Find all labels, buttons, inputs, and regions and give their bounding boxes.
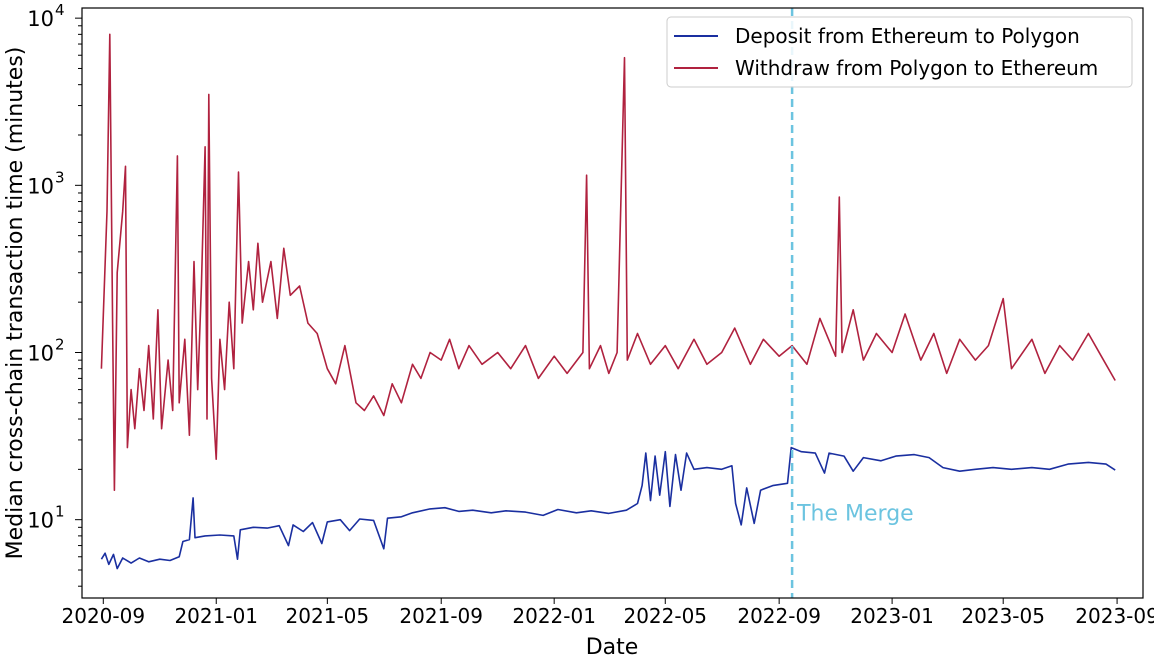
x-tick-label: 2022-01 <box>512 604 596 628</box>
plot-frame <box>81 7 1144 599</box>
y-tick-exponent: 3 <box>55 168 65 186</box>
x-tick-label: 2021-09 <box>399 604 483 628</box>
x-tick-label: 2021-05 <box>286 604 370 628</box>
x-tick-label: 2022-05 <box>623 604 707 628</box>
y-tick-label: 10 <box>27 7 54 31</box>
series-line-deposit <box>100 446 1116 570</box>
y-tick-exponent: 2 <box>55 335 65 353</box>
y-tick-label: 10 <box>27 509 54 533</box>
x-tick-label: 2022-09 <box>737 604 821 628</box>
x-tick-label: 2023-05 <box>961 604 1045 628</box>
legend-label-withdraw: Withdraw from Polygon to Ethereum <box>735 56 1098 80</box>
plot-area <box>100 33 1116 570</box>
merge-annotation: The Merge <box>796 502 914 527</box>
y-tick-label: 10 <box>27 341 54 365</box>
y-tick-label: 10 <box>27 174 54 198</box>
legend-label-deposit: Deposit from Ethereum to Polygon <box>735 24 1080 48</box>
series-line-withdraw <box>100 33 1116 491</box>
y-tick-exponent: 1 <box>55 503 65 521</box>
x-tick-label: 2023-09 <box>1075 604 1154 628</box>
legend-box <box>666 16 1133 88</box>
x-axis-label: Date <box>586 635 639 660</box>
y-tick-exponent: 4 <box>55 1 65 19</box>
x-tick-label: 2020-09 <box>62 604 146 628</box>
y-axis-label: Median cross-chain transaction time (min… <box>3 47 28 560</box>
x-tick-label: 2023-01 <box>850 604 934 628</box>
legend: Deposit from Ethereum to Polygon Withdra… <box>666 16 1133 88</box>
x-axis: 2020-09 2021-01 2021-05 2021-09 2022-01 2022-… <box>62 598 1154 628</box>
x-tick-label: 2021-01 <box>174 604 258 628</box>
